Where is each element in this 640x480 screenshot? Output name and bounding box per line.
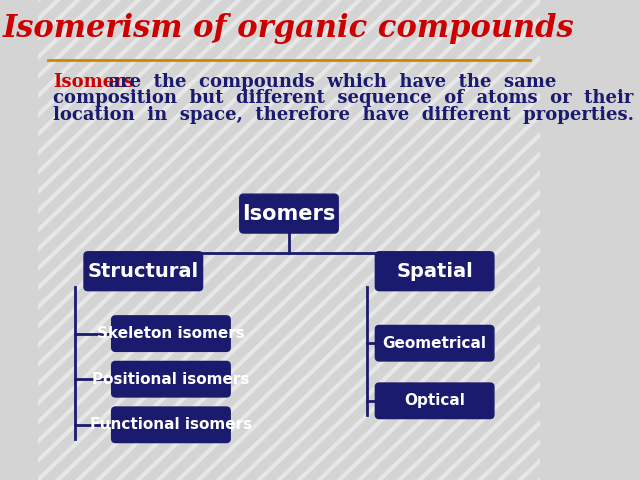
FancyBboxPatch shape xyxy=(376,383,494,419)
FancyBboxPatch shape xyxy=(240,194,338,233)
Text: Positional isomers: Positional isomers xyxy=(92,372,250,387)
Text: Geometrical: Geometrical xyxy=(383,336,486,351)
Text: Optical: Optical xyxy=(404,393,465,408)
Text: composition  but  different  sequence  of  atoms  or  their: composition but different sequence of at… xyxy=(53,89,633,108)
FancyBboxPatch shape xyxy=(376,252,494,291)
FancyBboxPatch shape xyxy=(111,316,230,351)
FancyBboxPatch shape xyxy=(111,407,230,443)
FancyBboxPatch shape xyxy=(111,361,230,397)
Text: Functional isomers: Functional isomers xyxy=(90,417,252,432)
Text: Skeleton isomers: Skeleton isomers xyxy=(97,326,244,341)
FancyBboxPatch shape xyxy=(376,325,494,361)
Text: Isomers: Isomers xyxy=(243,204,335,224)
Text: Structural: Structural xyxy=(88,262,199,281)
Text: are  the  compounds  which  have  the  same: are the compounds which have the same xyxy=(95,72,556,91)
FancyBboxPatch shape xyxy=(84,252,203,291)
Text: Isomerism of organic compounds: Isomerism of organic compounds xyxy=(3,13,575,44)
Text: location  in  space,  therefore  have  different  properties.: location in space, therefore have differ… xyxy=(53,106,634,124)
Text: Spatial: Spatial xyxy=(396,262,473,281)
Text: Isomers: Isomers xyxy=(53,72,134,91)
